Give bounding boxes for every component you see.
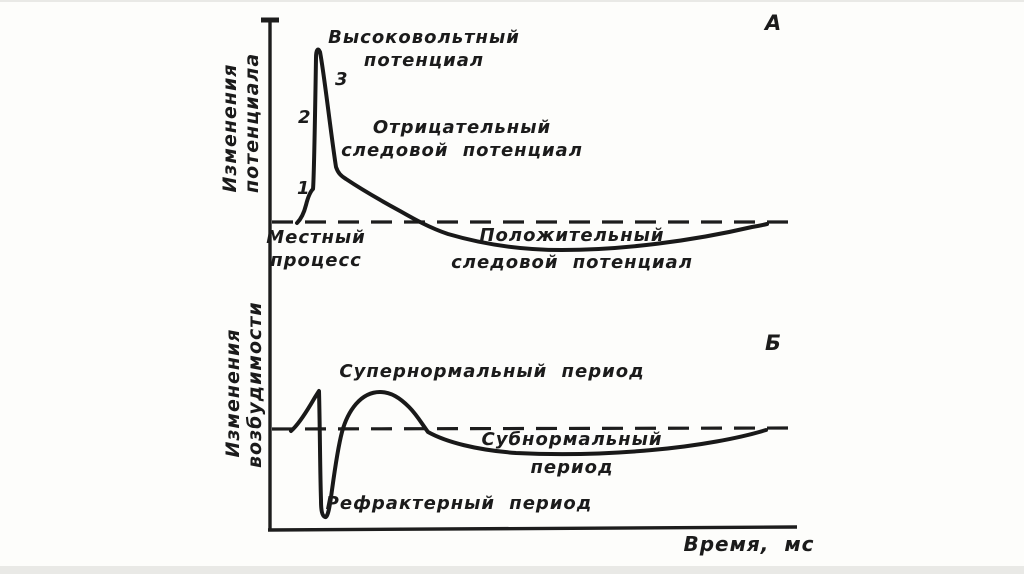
positive-after-line2: следовой потенциал: [451, 252, 693, 273]
panel-a-letter: А: [765, 11, 783, 35]
local-process-line1: Местный: [266, 227, 366, 248]
panel-a-y-axis-label-line2: потенциала: [241, 52, 263, 193]
local-process-label: Местный процесс: [266, 226, 366, 272]
scan-artifact-bottom: [0, 566, 1024, 574]
negative-after-potential-label: Отрицательный следовой потенциал: [341, 116, 583, 162]
panel-a-y-axis-label: Изменения потенциала: [219, 52, 265, 193]
panel-b-baseline: [271, 426, 799, 431]
panel-a-y-axis-label-line1: Изменения: [219, 63, 241, 193]
high-voltage-line2: потенциал: [363, 50, 485, 71]
positive-after-line1: Положительный: [479, 225, 665, 246]
local-process-line2: процесс: [270, 250, 362, 271]
subnormal-line1: Субнормальный: [481, 429, 663, 450]
subnormal-line2: период: [530, 457, 614, 478]
panel-b-y-axis-label-line1: Изменения: [222, 328, 244, 458]
x-axis: [267, 525, 798, 532]
high-voltage-potential-label: Высоковольтный потенциал: [328, 26, 520, 72]
scan-artifact-top: [0, 0, 1024, 2]
phase-marker-3: 3: [335, 69, 349, 90]
negative-after-line1: Отрицательный: [372, 117, 552, 138]
positive-after-potential-label: Положительный следовой потенциал: [451, 222, 693, 276]
panel-b-y-axis-label-line2: возбудимости: [244, 301, 266, 468]
panel-a-potential-curve: [295, 47, 769, 252]
panel-b-letter: Б: [765, 331, 783, 355]
panel-b-excitability-curve: [289, 389, 768, 519]
refractory-period-label: Рефрактерный период: [325, 493, 593, 514]
panel-b-y-axis-label: Изменения возбудимости: [222, 301, 268, 468]
phase-marker-1: 1: [297, 178, 311, 199]
phase-marker-2: 2: [298, 107, 312, 128]
subnormal-period-label: Субнормальный период: [482, 426, 663, 482]
high-voltage-line1: Высоковольтный: [328, 27, 520, 48]
negative-after-line2: следовой потенциал: [341, 140, 583, 161]
x-axis-label: Время, мс: [683, 532, 815, 556]
supernormal-period-label: Супернормальный период: [339, 361, 645, 382]
